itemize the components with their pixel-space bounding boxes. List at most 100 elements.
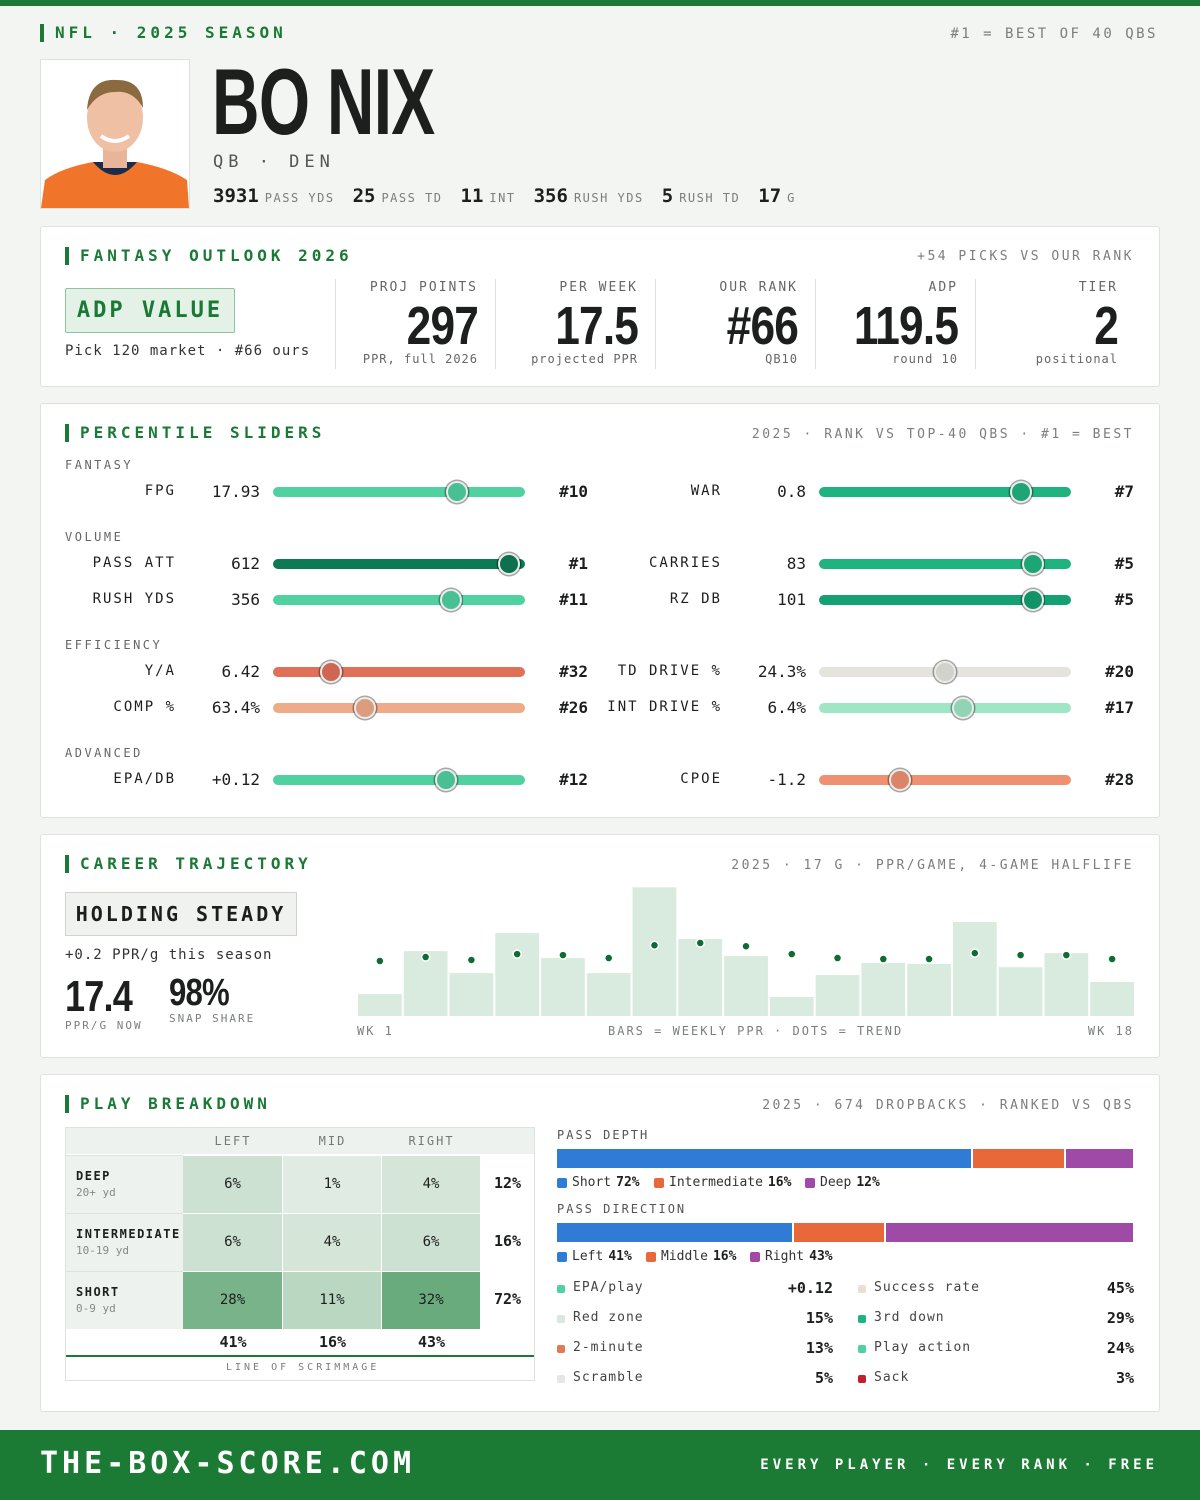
legend-value: 16% — [712, 1249, 737, 1264]
metric-value: 119.5 — [853, 296, 959, 356]
bar — [586, 973, 631, 1016]
stat-label: RUSH TD — [679, 191, 741, 205]
cell: 6% — [183, 1155, 282, 1213]
row-sub: 20+ yd — [76, 1186, 116, 1199]
metric-sub: projected PPR — [531, 352, 638, 366]
trend-dot — [970, 948, 980, 958]
stat-label: Success rate — [874, 1280, 980, 1295]
slider-thumb — [1021, 553, 1044, 575]
trend-dot — [1015, 950, 1026, 960]
legend-swatch — [557, 1177, 567, 1188]
trend-dot — [1107, 954, 1117, 964]
legend-value: 16% — [767, 1175, 792, 1190]
bar — [1090, 981, 1134, 1016]
legend-swatch — [557, 1251, 567, 1262]
trend-change: +0.2 PPR/g this season — [65, 947, 273, 963]
legend-swatch — [646, 1251, 656, 1262]
bar — [495, 933, 540, 1016]
slider-label: RUSH YDS — [92, 591, 176, 607]
legend-item: Right 43% — [750, 1249, 833, 1264]
slider-track — [273, 703, 525, 713]
chart-caption: BARS = WEEKLY PPR · DOTS = TREND — [608, 1024, 904, 1038]
stat-dot — [858, 1315, 866, 1323]
depth-title: PASS DEPTH — [557, 1128, 650, 1142]
metric-label: PER WEEK — [559, 280, 638, 295]
trend-dot — [649, 940, 660, 951]
divider — [495, 279, 496, 369]
stat-label: G — [787, 191, 796, 205]
stat-dot — [557, 1315, 565, 1323]
slider-label: COMP % — [113, 699, 176, 715]
slider-value: 356 — [231, 590, 260, 609]
segment — [886, 1223, 1133, 1242]
stat: 17 G — [758, 185, 796, 207]
stat-dot — [557, 1285, 565, 1293]
bar — [358, 994, 402, 1016]
stat-dot — [858, 1345, 866, 1353]
trend-dot — [924, 954, 934, 964]
legend-value: 43% — [809, 1249, 833, 1264]
stat-label: RUSH YDS — [573, 191, 644, 205]
bar — [1044, 953, 1089, 1016]
legend-name: Deep — [820, 1175, 852, 1190]
cell: 28% — [183, 1271, 282, 1329]
stat-value: 25 — [352, 185, 376, 207]
slider-thumb — [446, 481, 469, 503]
stat-value: 3% — [1115, 1369, 1134, 1387]
slider-thumb — [933, 661, 956, 683]
bar — [678, 939, 723, 1016]
segment — [557, 1223, 792, 1242]
slider-thumb — [354, 697, 376, 719]
metric-label: PROJ POINTS — [369, 280, 478, 295]
stat-label: PASS YDS — [264, 191, 335, 205]
smile — [99, 134, 131, 143]
slider-value: 63.4% — [211, 698, 260, 717]
slider-value: 6.42 — [221, 662, 260, 681]
trend-dot — [695, 938, 705, 948]
row-sub: 10-19 yd — [76, 1244, 129, 1257]
slider-value: 6.4% — [767, 698, 806, 717]
slider-rank: #32 — [559, 662, 588, 681]
segment — [793, 1223, 885, 1242]
player-name: BO NIX — [212, 49, 435, 154]
stat-label: 3rd down — [874, 1310, 945, 1325]
adp-badge: ADP VALUE — [65, 288, 235, 333]
player-photo — [40, 59, 190, 209]
slider-rank: #7 — [1114, 482, 1134, 501]
slider-value: 101 — [777, 590, 806, 609]
segment — [973, 1149, 1064, 1168]
trend-dot — [1061, 950, 1072, 960]
hair — [87, 79, 143, 110]
stat-label: EPA/play — [573, 1280, 644, 1295]
row-bg — [66, 1155, 183, 1213]
stat-value: 13% — [805, 1339, 833, 1357]
stat-value: 24% — [1106, 1339, 1134, 1357]
slider-value: 17.93 — [211, 482, 260, 501]
face — [87, 84, 143, 152]
legend-value: 12% — [856, 1175, 880, 1190]
stat-value: 5 — [661, 185, 674, 207]
group-label: VOLUME — [65, 530, 124, 544]
site-name: THE-BOX-SCORE.COM — [40, 1446, 416, 1481]
slider-label: CARRIES — [648, 555, 722, 571]
stat-dot — [557, 1375, 565, 1383]
stat-value: 17 — [758, 185, 782, 207]
metric-label: TIER — [1078, 280, 1118, 295]
trend-dot — [741, 941, 751, 951]
stat: 5 RUSH TD — [662, 185, 741, 207]
ppr-now-label: PPR/G NOW — [65, 1019, 143, 1032]
player-position: QB · DEN — [213, 152, 335, 172]
row-total: 72% — [493, 1290, 522, 1308]
bar — [815, 975, 860, 1016]
slider-thumb — [1010, 481, 1033, 503]
metric-sub: round 10 — [892, 352, 958, 366]
stat-value: +0.12 — [787, 1279, 833, 1297]
slider-label: INT DRIVE % — [607, 699, 722, 715]
slider-track — [273, 667, 525, 677]
badge-sub: Pick 120 market · #66 ours — [65, 343, 311, 359]
legend-name: Intermediate — [669, 1175, 763, 1190]
slider-thumb — [320, 661, 343, 683]
bar — [952, 922, 997, 1016]
cell: 6% — [183, 1213, 282, 1271]
league: NFL · 2025 SEASON — [40, 24, 287, 42]
